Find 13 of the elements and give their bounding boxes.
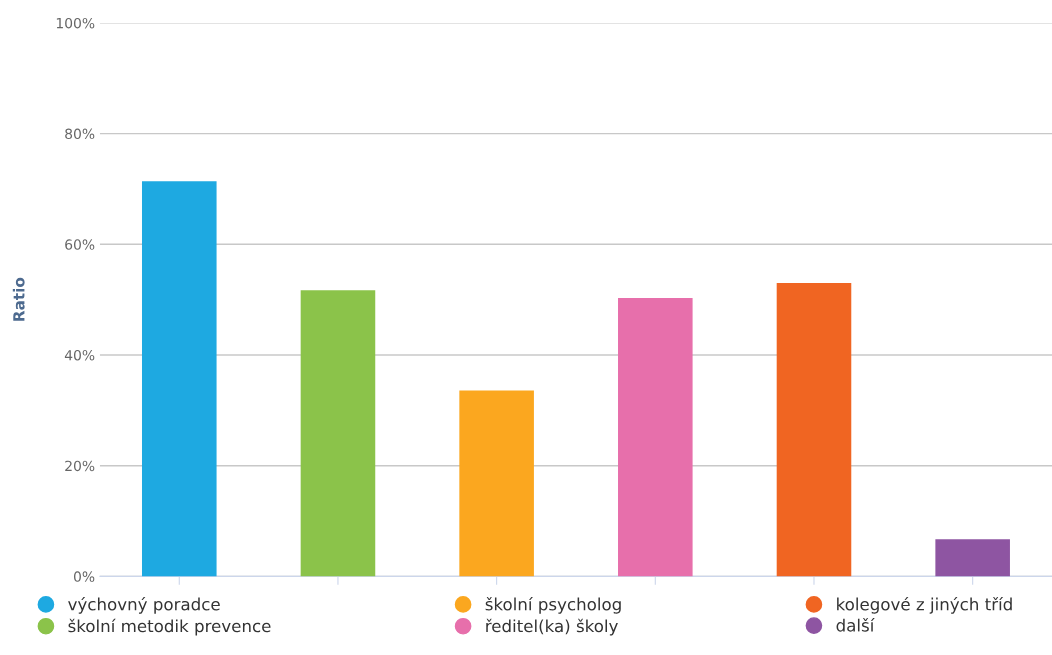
legend-label: kolegové z jiných tříd — [837, 596, 1012, 614]
legend-label: další — [836, 618, 875, 632]
y-axis-title: Ratio — [12, 277, 25, 321]
legend-label: výchovný poradce — [68, 596, 220, 614]
legend-label: školní metodik prevence — [68, 618, 271, 636]
y-tick-label: 80% — [65, 128, 95, 140]
y-tick-label: 100% — [56, 17, 95, 29]
y-tick-label: 20% — [65, 460, 95, 472]
y-tick-label: 60% — [65, 239, 95, 250]
legend-label: školní psycholog — [485, 596, 621, 614]
y-tick-label: 0% — [73, 571, 95, 582]
legend-label: ředitel(ka) školy — [486, 618, 618, 636]
y-tick-label: 40% — [64, 349, 95, 361]
